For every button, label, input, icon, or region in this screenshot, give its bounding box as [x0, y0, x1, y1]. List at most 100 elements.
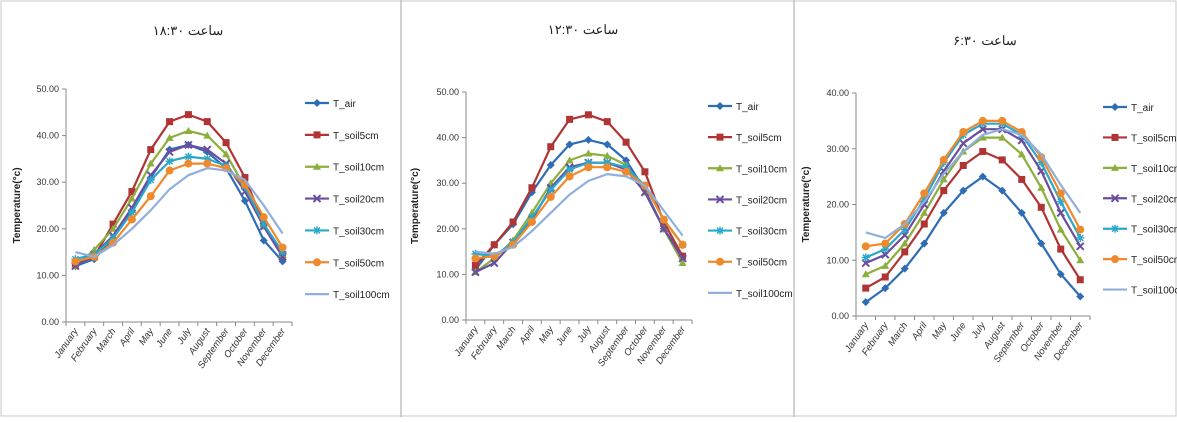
legend-marker: [716, 133, 724, 141]
legend-label: T_soil30cm: [736, 227, 787, 238]
data-point-T_soil5cm: [641, 168, 649, 176]
data-point-T_soil10cm: [584, 149, 593, 157]
data-point-T_soil5cm: [1037, 203, 1045, 211]
legend-entry: T_soil5cm: [1103, 133, 1177, 144]
data-point-T_soil5cm: [222, 139, 230, 147]
y-tick-label: 30.00: [36, 177, 59, 187]
y-tick-label: 30.00: [436, 178, 459, 188]
data-point-T_soil20cm: [471, 267, 480, 277]
data-point-T_air: [1056, 270, 1065, 279]
data-point-T_air: [900, 264, 909, 273]
data-point-T_soil30cm: [259, 220, 268, 229]
y-axis-label: Temperature(°c): [801, 166, 812, 242]
chart-title: ساعت ۶:۳۰: [953, 33, 1017, 48]
data-point-T_air: [861, 298, 870, 307]
data-point-T_soil5cm: [471, 261, 479, 269]
data-point-T_soil50cm: [127, 215, 136, 224]
series-line-T_soil100cm: [475, 173, 684, 255]
data-point-T_soil10cm: [146, 159, 155, 167]
legend-label: T_soil50cm: [333, 258, 384, 269]
legend-label: T_air: [736, 102, 759, 113]
data-point-T_soil20cm: [203, 145, 212, 154]
data-point-T_soil30cm: [278, 248, 287, 257]
data-point-T_soil10cm: [1017, 150, 1026, 158]
data-point-T_soil10cm: [603, 151, 612, 159]
data-point-T_soil20cm: [1056, 208, 1065, 218]
chart-title: ساعت ۱۸:۳۰: [153, 23, 224, 38]
data-point-T_air: [920, 239, 929, 248]
legend-entry: T_soil30cm: [1103, 224, 1177, 236]
legend-entry: T_soil20cm: [305, 194, 384, 206]
data-point-T_soil10cm: [939, 175, 948, 183]
data-point-T_soil10cm: [1076, 256, 1085, 264]
legend-marker: [1111, 224, 1119, 233]
data-point-T_soil30cm: [1076, 233, 1085, 242]
series-line-T_soil5cm: [474, 113, 684, 267]
data-point-T_soil50cm: [978, 116, 987, 125]
data-point-T_soil10cm: [978, 133, 987, 141]
chart-title: ساعت ۱۲:۳۰: [548, 22, 619, 37]
data-point-T_soil30cm: [622, 163, 631, 172]
data-point-T_soil5cm: [241, 174, 249, 182]
data-point-T_soil50cm: [1076, 225, 1085, 234]
legend-marker: [313, 131, 321, 139]
data-point-T_soil50cm: [565, 172, 574, 181]
legend-entry: T_soil100cm: [305, 290, 390, 301]
y-tick-label: 10.00: [36, 270, 59, 280]
data-point-T_soil5cm: [128, 188, 136, 196]
data-point-T_soil30cm: [584, 158, 593, 167]
data-point-T_soil5cm: [862, 284, 870, 292]
legend-label: T_soil20cm: [333, 195, 384, 206]
series-line-T_soil100cm: [865, 128, 1082, 239]
data-point-T_soil30cm: [900, 225, 909, 234]
data-point-T_soil50cm: [881, 239, 890, 248]
y-tick-label: 20.00: [436, 224, 459, 234]
data-point-T_soil20cm: [959, 138, 968, 148]
data-point-T_soil5cm: [203, 118, 211, 126]
data-point-T_soil5cm: [547, 143, 555, 151]
legend-marker: [716, 164, 724, 172]
legend-label: T_air: [333, 99, 356, 110]
data-point-T_air: [978, 172, 987, 181]
data-point-T_soil30cm: [565, 165, 574, 174]
y-tick-label: 30.00: [826, 144, 849, 154]
data-point-T_soil5cm: [881, 273, 889, 281]
legend-label: T_soil10cm: [1131, 164, 1177, 175]
data-point-T_air: [998, 186, 1007, 195]
data-point-T_soil10cm: [565, 156, 574, 164]
legend-marker: [716, 226, 724, 235]
data-point-T_air: [603, 140, 612, 149]
data-point-T_soil5cm: [566, 115, 574, 123]
data-point-T_soil5cm: [998, 156, 1006, 164]
data-point-T_soil10cm: [881, 261, 890, 269]
legend-marker: [715, 195, 725, 204]
y-tick-label: 40.00: [826, 88, 849, 98]
data-point-T_soil50cm: [959, 128, 968, 137]
data-point-T_soil5cm: [940, 187, 948, 195]
data-point-T_soil30cm: [203, 154, 212, 163]
data-point-T_soil30cm: [1037, 158, 1046, 167]
data-point-T_air: [1017, 208, 1026, 217]
legend-label: T_soil50cm: [1131, 255, 1177, 266]
legend-entry: T_soil50cm: [708, 257, 787, 269]
legend-entry: T_soil10cm: [708, 164, 787, 175]
legend-label: T_soil20cm: [736, 195, 787, 206]
legend-marker: [312, 194, 322, 203]
data-point-T_soil50cm: [203, 159, 212, 168]
y-axis-label: Temperature(°c): [410, 168, 421, 244]
data-point-T_soil50cm: [546, 192, 555, 201]
legend-label: T_soil100cm: [333, 290, 390, 301]
y-tick-label: 40.00: [436, 133, 459, 143]
legend-marker: [716, 257, 724, 266]
y-tick-label: 20.00: [36, 224, 59, 234]
data-point-T_soil50cm: [527, 217, 536, 226]
legend-entry: T_soil30cm: [708, 226, 787, 238]
data-point-T_soil50cm: [1056, 189, 1065, 198]
data-point-T_soil10cm: [109, 224, 118, 232]
legend-marker: [1111, 255, 1119, 264]
legend-entry: T_soil100cm: [708, 289, 793, 300]
legend-label: T_soil5cm: [1131, 133, 1177, 144]
data-point-T_soil50cm: [998, 116, 1007, 125]
data-point-T_soil50cm: [278, 243, 287, 252]
